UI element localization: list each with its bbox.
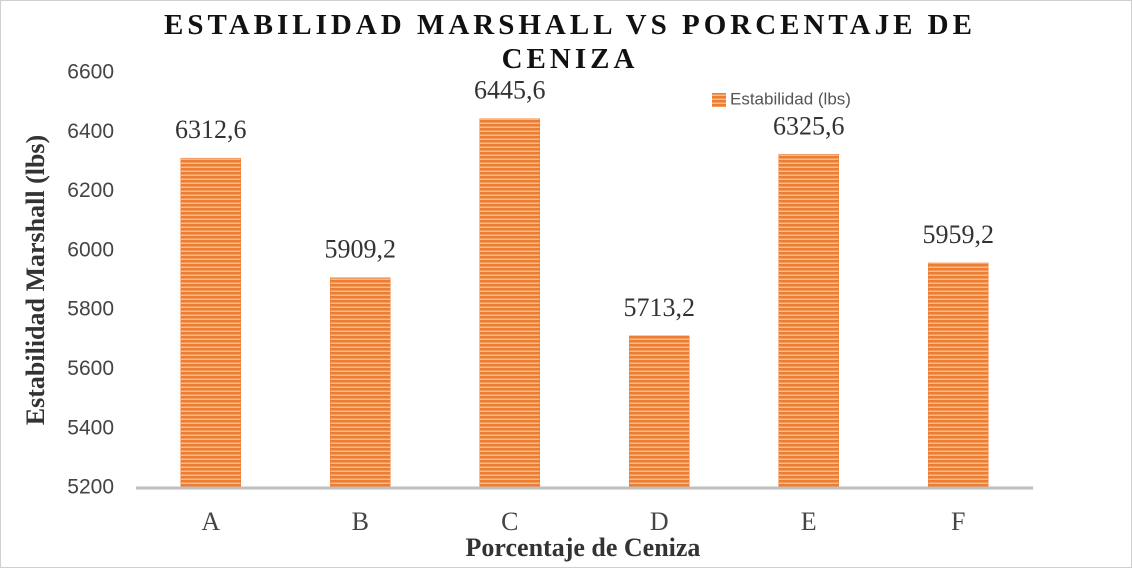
x-tick-label: E xyxy=(801,507,817,536)
chart-title: ESTABILIDAD MARSHALL VS PORCENTAJE DE CE… xyxy=(164,9,976,75)
value-label: 5909,2 xyxy=(325,235,397,264)
y-tick-label: 5800 xyxy=(67,298,114,321)
legend-swatch xyxy=(712,93,726,107)
x-tick-label: A xyxy=(201,507,220,536)
y-tick-label: 6600 xyxy=(67,61,114,84)
value-label: 6445,6 xyxy=(474,76,546,105)
bar xyxy=(330,277,391,489)
x-tick-label: B xyxy=(352,507,369,536)
value-label: 6312,6 xyxy=(175,115,247,144)
y-tick-label: 6400 xyxy=(67,120,114,143)
y-tick-label: 5200 xyxy=(67,476,114,499)
y-tick-label: 5400 xyxy=(67,416,114,439)
x-tick-label: C xyxy=(501,507,518,536)
y-tick-label: 5600 xyxy=(67,357,114,380)
bar xyxy=(479,118,540,489)
y-tick-label: 6000 xyxy=(67,238,114,261)
value-label: 5713,2 xyxy=(624,293,696,322)
bar xyxy=(629,335,690,489)
bar xyxy=(928,262,989,489)
bar xyxy=(180,157,241,489)
legend-label: Estabilidad (lbs) xyxy=(730,89,851,108)
bar xyxy=(778,154,839,489)
x-tick-label: D xyxy=(650,507,669,536)
value-label: 5959,2 xyxy=(923,220,995,249)
x-axis-label: Porcentaje de Ceniza xyxy=(466,533,701,562)
value-label: 6325,6 xyxy=(773,111,845,140)
y-tick-label: 6200 xyxy=(67,179,114,202)
x-tick-label: F xyxy=(951,507,965,536)
y-axis-label: Estabilidad Marshall (lbs) xyxy=(21,135,50,425)
